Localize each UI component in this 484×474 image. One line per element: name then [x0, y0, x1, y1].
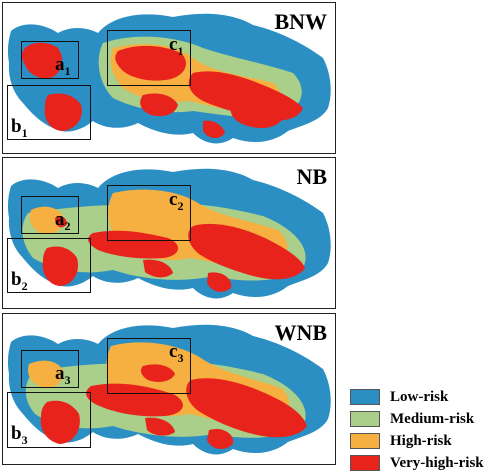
legend-item-medium-risk: Medium-risk: [350, 408, 484, 430]
map-panel-wnb: a3 b3 c3 WNB: [2, 313, 336, 465]
region-label-a1: a1: [55, 54, 71, 78]
legend-swatch-high-risk: [350, 433, 380, 449]
legend-label: Medium-risk: [390, 410, 475, 427]
inset-box-b3: [7, 392, 91, 448]
inset-box-b1: [7, 85, 91, 140]
legend-label: Low-risk: [390, 388, 449, 405]
region-label-c3: c3: [169, 341, 184, 365]
region-label-a3: a3: [55, 363, 71, 387]
region-label-b3: b3: [11, 423, 28, 447]
region-label-a2: a2: [55, 209, 71, 233]
scenario-label-wnb: WNB: [274, 320, 327, 345]
legend-item-high-risk: High-risk: [350, 430, 484, 452]
risk-map-nb: [7, 168, 331, 299]
legend-swatch-low-risk: [350, 389, 380, 405]
region-label-c2: c2: [169, 189, 184, 213]
scenario-label-nb: NB: [296, 164, 327, 189]
inset-box-b2: [7, 238, 91, 293]
inset-box-c3: [107, 338, 191, 394]
legend: Low-risk Medium-risk High-risk Very-high…: [350, 386, 484, 474]
legend-item-very-high-risk: Very-high-risk: [350, 452, 484, 474]
risk-map-bnw: [7, 13, 331, 144]
inset-box-a2: [21, 196, 79, 234]
inset-box-c2: [107, 185, 191, 241]
legend-label: High-risk: [390, 432, 452, 449]
inset-box-a3: [21, 350, 79, 388]
risk-map-wnb: [7, 324, 331, 455]
inset-box-c1: [107, 30, 191, 86]
region-label-b2: b2: [11, 269, 28, 293]
inset-box-a1: [21, 41, 79, 79]
legend-label: Very-high-risk: [390, 454, 484, 471]
map-panel-bnw: a1 b1 c1 BNW: [2, 2, 336, 154]
legend-item-low-risk: Low-risk: [350, 386, 484, 408]
map-panel-nb: a2 b2 c2 NB: [2, 157, 336, 309]
scenario-label-bnw: BNW: [274, 9, 327, 34]
region-label-b1: b1: [11, 116, 28, 140]
region-label-c1: c1: [169, 34, 184, 58]
legend-swatch-medium-risk: [350, 411, 380, 427]
